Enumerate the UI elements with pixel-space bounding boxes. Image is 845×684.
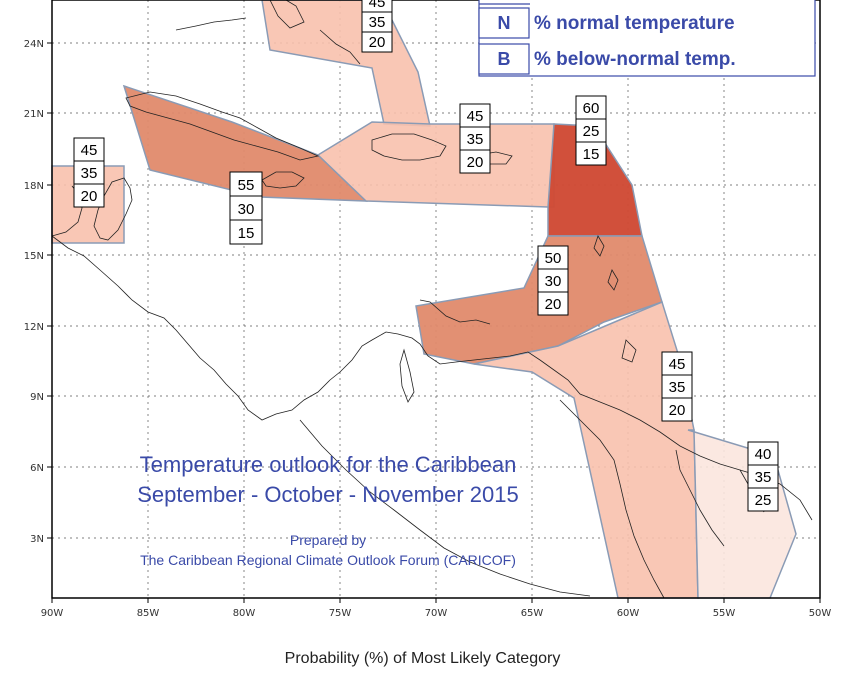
lon-label: 85W <box>137 608 160 619</box>
prob-above: 45 <box>81 142 98 159</box>
prob-box-suriname: 40 35 25 <box>747 441 779 512</box>
lon-label: 50W <box>809 608 832 619</box>
map-title-line2: September - October - November 2015 <box>137 482 519 507</box>
coastlines <box>51 0 813 599</box>
prob-normal: 35 <box>369 14 386 31</box>
lon-label: 80W <box>233 608 256 619</box>
prob-box-cuba-jamaica: 55 30 15 <box>229 171 263 245</box>
prob-box-leeward: 60 25 15 <box>575 95 607 166</box>
lon-label: 60W <box>617 608 640 619</box>
legend-frame <box>478 0 816 77</box>
prob-box-hispaniola: 45 35 20 <box>459 103 491 174</box>
prob-below: 20 <box>545 296 562 313</box>
ticks <box>47 42 821 603</box>
lat-label: 9N <box>30 392 44 403</box>
legend-key-b: B <box>498 49 511 69</box>
lon-label: 75W <box>329 608 352 619</box>
map-title-line1: Temperature outlook for the Caribbean <box>140 452 517 477</box>
prob-normal: 30 <box>238 201 255 218</box>
prob-above: 55 <box>238 177 255 194</box>
legend: A N % normal temperature B % below-norma… <box>478 0 816 77</box>
prob-above: 50 <box>545 250 562 267</box>
legend-key-partial: A <box>498 0 510 2</box>
prob-normal: 35 <box>755 469 772 486</box>
legend-text-n: % normal temperature <box>534 13 735 34</box>
legend-key-n: N <box>498 13 511 33</box>
prob-below: 20 <box>669 402 686 419</box>
lat-label: 3N <box>30 534 44 545</box>
lat-label: 18N <box>24 181 44 192</box>
prob-normal: 35 <box>467 131 484 148</box>
lat-label: 12N <box>24 322 44 333</box>
prob-below: 15 <box>583 146 600 163</box>
longitude-labels: 90W 85W 80W 75W 70W 65W 60W 55W 50W <box>41 608 832 619</box>
prob-below: 20 <box>369 34 386 51</box>
prepared-by-label: Prepared by <box>290 532 366 548</box>
prob-above: 60 <box>583 100 600 117</box>
prob-normal: 30 <box>545 273 562 290</box>
figure-caption: Probability (%) of Most Likely Category <box>284 650 561 667</box>
prob-box-bahamas: 45 35 20 <box>361 0 393 53</box>
prob-box-windward: 50 30 20 <box>537 245 569 316</box>
lon-label: 90W <box>41 608 64 619</box>
prob-above: 45 <box>669 356 686 373</box>
legend-text-b: % below-normal temp. <box>534 49 736 70</box>
prob-above: 45 <box>369 0 386 11</box>
lat-label: 24N <box>24 39 44 50</box>
prepared-by-org: The Caribbean Regional Climate Outlook F… <box>140 552 516 568</box>
prob-below: 25 <box>755 492 772 509</box>
prob-box-guyana: 45 35 20 <box>661 351 693 422</box>
prob-below: 20 <box>467 154 484 171</box>
prob-below: 15 <box>238 225 255 242</box>
prob-box-belize: 45 35 20 <box>73 137 105 208</box>
prob-above: 40 <box>755 446 772 463</box>
lat-label: 21N <box>24 109 44 120</box>
prob-below: 20 <box>81 188 98 205</box>
prob-normal: 25 <box>583 123 600 140</box>
prob-normal: 35 <box>81 165 98 182</box>
lat-label: 6N <box>30 463 44 474</box>
prob-normal: 35 <box>669 379 686 396</box>
prob-above: 45 <box>467 108 484 125</box>
lat-label: 15N <box>24 251 44 262</box>
lon-label: 70W <box>425 608 448 619</box>
latitude-labels: 24N 21N 18N 15N 12N 9N 6N 3N <box>24 39 44 545</box>
lon-label: 65W <box>521 608 544 619</box>
lon-label: 55W <box>713 608 736 619</box>
